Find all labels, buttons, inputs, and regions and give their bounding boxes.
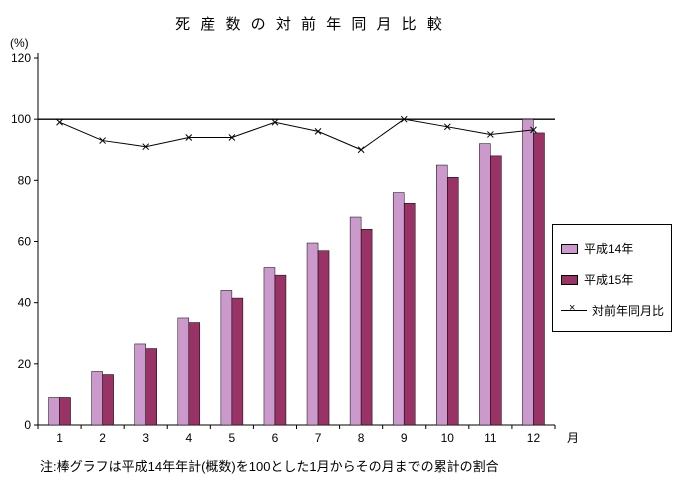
svg-text:0: 0 (24, 418, 31, 432)
bar-平成15年 (188, 322, 201, 426)
bar-平成14年 (436, 164, 448, 426)
bar-平成15年 (274, 274, 287, 426)
svg-text:11: 11 (484, 431, 497, 445)
bar-平成15年 (59, 397, 71, 426)
svg-text:1: 1 (56, 431, 63, 445)
bar-平成14年 (522, 118, 534, 426)
bar-平成14年 (220, 290, 233, 426)
ratio-line (56, 115, 537, 154)
footnote: 注:棒グラフは平成14年年計(概数)を100とした1月からその月までの累計の割合 (40, 459, 499, 474)
legend-label: 平成15年 (584, 273, 634, 287)
chart-title: 死 産 数 の 対 前 年 同 月 比 較 (175, 16, 445, 33)
svg-text:120: 120 (11, 51, 31, 65)
bar-平成15年 (145, 348, 157, 426)
bar-平成15年 (490, 155, 502, 426)
bar-平成15年 (360, 229, 373, 426)
legend: 平成14年 平成15年 対前年同月比 (552, 224, 672, 332)
bar-平成14年 (134, 343, 146, 426)
svg-text:60: 60 (18, 235, 32, 249)
bar-平成14年 (263, 267, 276, 426)
svg-text:3: 3 (142, 431, 149, 445)
svg-text:20: 20 (18, 357, 32, 371)
y-axis-ticks: 0 20 40 60 80 100 120 (11, 51, 38, 432)
bar-swatch-heisei15-icon (561, 274, 578, 285)
bar-平成15年 (403, 203, 416, 426)
bar-平成15年 (447, 177, 459, 426)
svg-text:80: 80 (18, 173, 32, 187)
bars (48, 118, 545, 426)
bar-平成14年 (392, 192, 405, 426)
bar-平成14年 (306, 242, 319, 426)
bar-平成14年 (349, 216, 362, 426)
line-marker-icon (561, 303, 587, 314)
legend-label: 対前年同月比 (592, 304, 665, 318)
svg-text:40: 40 (18, 296, 32, 310)
svg-text:9: 9 (401, 431, 408, 445)
svg-text:12: 12 (527, 431, 541, 445)
svg-text:100: 100 (11, 112, 31, 126)
bar-平成14年 (48, 397, 60, 426)
svg-text:2: 2 (99, 431, 106, 445)
bar-平成14年 (479, 143, 491, 426)
y-axis-unit-label: (%) (10, 36, 29, 50)
svg-text:7: 7 (315, 431, 322, 445)
legend-entry-ratio-line: 対前年同月比 (561, 295, 671, 326)
bar-平成15年 (317, 250, 330, 426)
axes (37, 53, 555, 426)
x-axis-labels: 1 2 3 4 5 6 7 8 9 10 11 12 月 (56, 431, 579, 445)
legend-entry-heisei14: 平成14年 (561, 233, 671, 264)
bar-平成15年 (102, 374, 114, 426)
svg-text:8: 8 (358, 431, 365, 445)
bar-swatch-heisei14-icon (561, 243, 578, 254)
legend-entry-heisei15: 平成15年 (561, 264, 671, 295)
legend-label: 平成14年 (584, 242, 634, 256)
bar-平成14年 (177, 317, 190, 426)
svg-text:月: 月 (567, 431, 579, 445)
svg-text:5: 5 (229, 431, 236, 445)
x-axis-ticks (37, 425, 556, 429)
svg-text:10: 10 (441, 431, 455, 445)
bar-平成15年 (533, 132, 545, 426)
bar-平成14年 (91, 371, 103, 426)
bar-平成15年 (231, 297, 244, 426)
svg-text:4: 4 (185, 431, 192, 445)
svg-text:6: 6 (272, 431, 279, 445)
